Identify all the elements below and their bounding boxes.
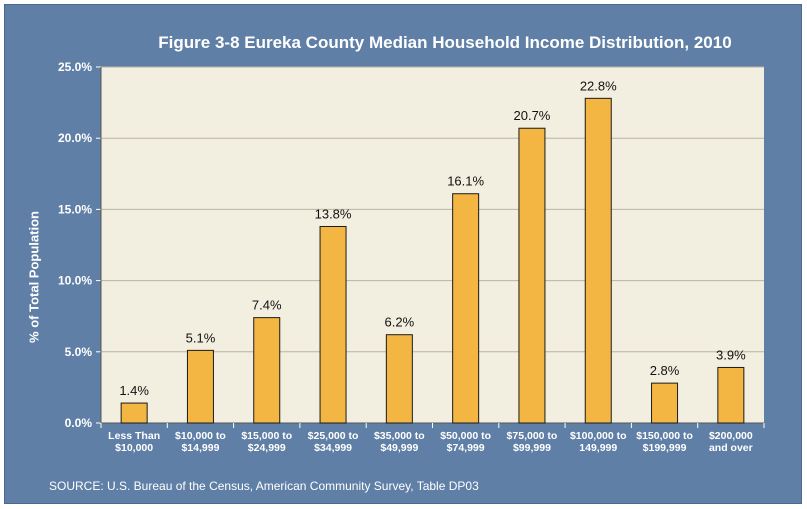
- x-tick-label: $50,000 to: [440, 430, 491, 442]
- bar: [452, 193, 480, 424]
- x-tick-label: $35,000 to: [374, 430, 425, 442]
- x-tick-label: $150,000 to: [636, 430, 693, 442]
- bar: [518, 127, 546, 424]
- data-label: 3.9%: [716, 347, 746, 362]
- x-tick-label: $100,000 to: [570, 430, 627, 442]
- bar: [584, 97, 612, 424]
- x-tick-label: $49,999: [380, 442, 418, 454]
- data-label: 2.8%: [650, 363, 680, 378]
- y-tick-label: 25.0%: [58, 60, 92, 74]
- source-note: SOURCE: U.S. Bureau of the Census, Ameri…: [49, 479, 479, 493]
- data-label: 22.8%: [580, 78, 617, 93]
- x-tick-label: 149,999: [579, 442, 617, 454]
- data-label: 5.1%: [186, 330, 216, 345]
- bar: [717, 366, 745, 424]
- y-tick-label: 15.0%: [58, 202, 92, 216]
- y-tick-label: 5.0%: [65, 345, 93, 359]
- bar: [253, 317, 281, 424]
- x-tick-label: $14,999: [181, 442, 219, 454]
- x-tick-label: $10,000 to: [175, 430, 226, 442]
- x-tick-label: $199,999: [643, 442, 687, 454]
- bar: [186, 349, 214, 424]
- x-tick-label: Less Than: [108, 430, 160, 442]
- y-tick-label: 10.0%: [58, 274, 92, 288]
- x-tick-label: $25,000 to: [308, 430, 359, 442]
- y-tick-label: 20.0%: [58, 131, 92, 145]
- y-tick-label: 0.0%: [65, 416, 93, 430]
- bar: [319, 225, 347, 424]
- x-tick-label: $75,000 to: [507, 430, 558, 442]
- data-label: 20.7%: [514, 108, 551, 123]
- data-label: 16.1%: [447, 174, 484, 189]
- x-tick-label: $24,999: [248, 442, 286, 454]
- x-tick-label: $74,999: [447, 442, 485, 454]
- x-tick-label: $15,000 to: [241, 430, 292, 442]
- bar: [651, 382, 679, 424]
- bar: [385, 334, 413, 424]
- x-tick-label: $10,000: [115, 442, 153, 454]
- x-tick-label: $200,000: [709, 430, 753, 442]
- x-tick-label: $34,999: [314, 442, 352, 454]
- data-label: 6.2%: [385, 315, 415, 330]
- chart-title: Figure 3-8 Eureka County Median Househol…: [158, 33, 732, 52]
- x-tick-label: and over: [709, 442, 753, 454]
- data-label: 13.8%: [315, 206, 352, 221]
- bar: [120, 402, 148, 424]
- data-label: 1.4%: [119, 383, 149, 398]
- data-label: 7.4%: [252, 298, 282, 313]
- x-tick-label: $99,999: [513, 442, 551, 454]
